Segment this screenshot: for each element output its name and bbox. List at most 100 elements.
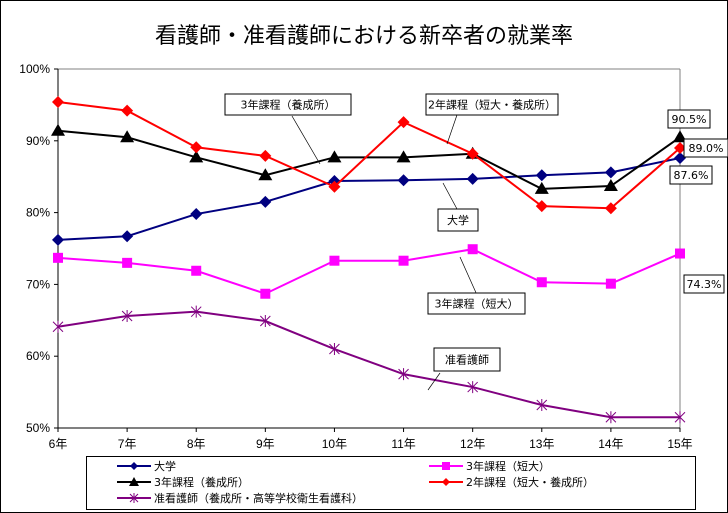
callout-daigaku: 大学 — [437, 208, 479, 232]
callout-junkango-text: 准看護師 — [445, 353, 489, 367]
legend-label: 准看護師（養成所・高等学校衛生看護科） — [154, 492, 363, 505]
callout-yosei3-text: 3年課程（養成所） — [241, 98, 336, 112]
data-point-tandai3 — [536, 277, 547, 288]
data-point-course2 — [259, 149, 272, 162]
series-yosei3 — [51, 123, 687, 194]
legend-label: 大学 — [154, 460, 176, 473]
callout-daigaku-box — [437, 208, 479, 232]
x-tick-label: 9年 — [256, 437, 275, 451]
data-point-yosei3 — [534, 181, 549, 194]
data-point-course2 — [328, 180, 341, 193]
data-point-course2 — [397, 116, 410, 129]
data-point-yosei3 — [189, 150, 204, 163]
data-label-course2-box — [683, 138, 728, 158]
series-line-tandai3 — [57, 248, 681, 295]
callout-course2-box — [425, 93, 559, 116]
callout-tandai3-box — [427, 292, 526, 315]
callout-leader-daigaku — [442, 182, 458, 210]
data-point-course2 — [190, 141, 203, 154]
x-tick-label: 8年 — [187, 437, 206, 451]
data-point-junkango — [398, 368, 409, 381]
callout-leader-tandai3 — [459, 256, 478, 296]
data-label-tandai3: 74.3% — [683, 274, 725, 294]
data-point-daigaku — [121, 230, 134, 243]
chart-title: 看護師・准看護師における新卒者の就業率 — [154, 24, 573, 49]
x-tick-label: 15年 — [667, 437, 692, 451]
legend-marker-triangle-icon — [117, 477, 151, 486]
data-point-yosei3 — [51, 123, 65, 136]
series-line-daigaku — [57, 157, 681, 241]
data-label-yosei3-box — [667, 109, 711, 129]
data-point-tandai3 — [675, 248, 685, 259]
data-label-daigaku-text: 87.6% — [674, 169, 709, 182]
data-point-course2 — [674, 141, 686, 154]
legend-label: 2年課程（短大・養成所） — [466, 476, 594, 489]
callout-leader-yosei3 — [291, 115, 321, 165]
callout-course2: 2年課程（短大・養成所） — [425, 93, 559, 116]
callout-leader-junkango — [427, 372, 441, 391]
data-label-tandai3-box — [683, 274, 725, 294]
legend-marker-diamond-icon — [117, 462, 151, 470]
x-tick-label: 7年 — [118, 437, 137, 451]
data-point-junkango — [259, 315, 271, 328]
legend-item-course2: 2年課程（短大・養成所） — [429, 474, 594, 490]
annotation-layer: 3年課程（養成所） 2年課程（短大・養成所） 大学 3年課程（短大） 准看護師 90.5%… — [224, 93, 728, 391]
data-point-daigaku — [674, 152, 686, 165]
data-point-tandai3 — [467, 244, 478, 255]
data-point-tandai3 — [53, 252, 63, 263]
data-point-tandai3 — [329, 255, 340, 266]
data-point-junkango — [121, 309, 133, 322]
data-point-tandai3 — [398, 255, 409, 266]
x-tick-label: 6年 — [49, 437, 68, 451]
data-point-junkango — [329, 343, 340, 356]
data-point-yosei3 — [327, 150, 342, 163]
data-point-daigaku — [466, 172, 479, 185]
data-point-yosei3 — [396, 150, 411, 163]
series-tandai3 — [53, 244, 685, 299]
callout-tandai3: 3年課程（短大） — [427, 292, 526, 315]
data-point-tandai3 — [191, 265, 202, 276]
data-point-daigaku — [52, 233, 64, 246]
legend-label: 3年課程（短大） — [466, 460, 550, 473]
data-point-tandai3 — [605, 278, 616, 289]
callout-junkango-box — [433, 347, 501, 372]
series-line-yosei3 — [57, 129, 681, 190]
legend-marker-star-icon — [117, 493, 151, 503]
data-point-yosei3 — [603, 179, 618, 192]
y-tick-label: 90% — [26, 134, 50, 148]
x-tick-label: 14年 — [598, 437, 623, 451]
callout-leader-course2 — [446, 111, 459, 145]
data-label-tandai3-text: 74.3% — [687, 278, 722, 291]
callout-course2-text: 2年課程（短大・養成所） — [428, 98, 556, 112]
legend-marker-diamond-icon — [429, 478, 463, 486]
data-point-junkango — [674, 411, 686, 424]
callout-daigaku-text: 大学 — [447, 213, 469, 227]
data-label-yosei3: 90.5% — [667, 109, 711, 129]
series-line-course2 — [57, 101, 681, 210]
data-label-daigaku: 87.6% — [669, 165, 713, 185]
y-tick-label: 100% — [19, 62, 50, 76]
data-point-junkango — [52, 320, 64, 333]
legend: 大学 3年課程（短大） 3年課程（養成所） 2年課程（短大・養成所） 准看護師（… — [86, 456, 696, 510]
data-point-daigaku — [604, 166, 617, 179]
series-line-junkango — [57, 310, 680, 419]
legend-item-daigaku: 大学 — [117, 458, 176, 474]
x-tick-label: 11年 — [391, 437, 415, 451]
data-point-junkango — [467, 381, 479, 394]
x-tick-label: 10年 — [322, 437, 347, 451]
data-point-course2 — [535, 200, 548, 213]
data-point-course2 — [604, 202, 617, 215]
legend-item-junkango: 准看護師（養成所・高等学校衛生看護科） — [117, 490, 363, 506]
data-point-junkango — [190, 305, 202, 318]
data-point-course2 — [466, 147, 479, 160]
data-point-course2 — [121, 104, 134, 117]
data-point-tandai3 — [122, 257, 133, 268]
data-point-course2 — [52, 96, 64, 109]
data-point-yosei3 — [258, 168, 273, 181]
data-point-daigaku — [259, 195, 272, 208]
callout-junkango: 准看護師 — [433, 347, 501, 372]
legend-marker-square-icon — [429, 462, 463, 470]
data-label-daigaku-box — [669, 165, 713, 185]
y-tick-label: 60% — [26, 349, 50, 363]
